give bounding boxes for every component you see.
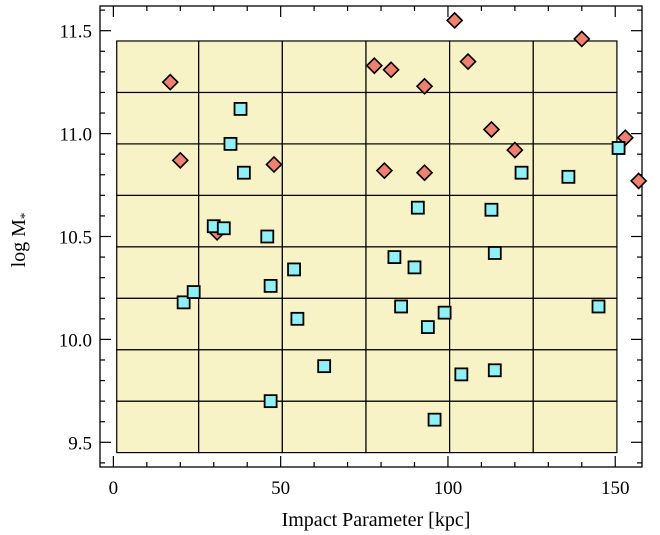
- square-marker: [591, 299, 606, 314]
- diamond-marker: [482, 120, 501, 139]
- square-marker: [514, 165, 529, 180]
- background-bins: [116, 40, 618, 454]
- diamond-marker: [375, 162, 394, 180]
- y-tick-label: 10.5: [59, 228, 92, 249]
- diamond-marker: [630, 172, 648, 190]
- square-marker: [484, 202, 499, 217]
- grid-bin: [532, 40, 618, 94]
- square-marker: [427, 412, 442, 427]
- y-axis-title-subscript: *: [17, 213, 32, 220]
- diamond-marker: [265, 155, 283, 174]
- grid-bin: [198, 400, 283, 454]
- square-marker: [437, 305, 452, 320]
- grid-bin: [532, 349, 618, 402]
- square-marker: [387, 250, 402, 264]
- y-tick-label: 10.0: [59, 330, 92, 351]
- y-axis-title-main: log M: [8, 219, 30, 268]
- x-tick-label: 150: [601, 478, 630, 499]
- grid-bin: [365, 246, 451, 299]
- grid-bin: [365, 143, 451, 196]
- x-tick-label: 100: [434, 478, 463, 499]
- grid-bin: [281, 349, 367, 402]
- grid-bin: [281, 40, 367, 94]
- grid-bin: [532, 143, 618, 196]
- square-marker: [260, 229, 275, 244]
- grid-bin: [116, 349, 200, 402]
- grid-bin: [449, 400, 534, 454]
- diamond-marker: [573, 30, 591, 48]
- square-marker: [611, 141, 626, 155]
- diamond-marker: [382, 61, 400, 79]
- grid-bin: [449, 40, 534, 94]
- square-marker: [176, 295, 191, 310]
- diamond-marker: [365, 57, 383, 75]
- y-tick-label: 11.0: [59, 125, 92, 146]
- grid-bin: [365, 91, 451, 145]
- square-marker: [420, 320, 435, 334]
- grid-bin: [116, 246, 200, 299]
- square-marker: [287, 262, 301, 277]
- square-marker: [394, 299, 409, 314]
- grid-bin: [365, 194, 451, 248]
- grid-bin: [116, 40, 200, 94]
- grid-bin: [281, 194, 367, 248]
- grid-bin: [281, 246, 367, 299]
- square-marker: [186, 285, 201, 299]
- square-marker: [317, 359, 332, 374]
- grid-bin: [116, 91, 200, 145]
- y-axis-title: log M*: [8, 213, 32, 268]
- square-marker: [263, 394, 278, 409]
- square-marker: [263, 278, 278, 293]
- grid-bin: [532, 91, 618, 145]
- grid-bin: [198, 91, 283, 145]
- square-marker: [410, 200, 425, 215]
- grid-bin: [116, 400, 200, 454]
- grid-bin: [116, 194, 200, 248]
- grid-bin: [281, 91, 367, 145]
- diamond-marker: [415, 77, 434, 95]
- grid-bin: [365, 400, 451, 454]
- grid-bin: [281, 143, 367, 196]
- y-tick-label: 9.5: [68, 433, 92, 454]
- diamond-marker: [161, 73, 179, 91]
- grid-bin: [198, 349, 283, 402]
- x-tick-label: 0: [109, 478, 119, 499]
- square-marker: [454, 367, 469, 382]
- diamond-marker: [171, 151, 189, 169]
- square-marker: [223, 136, 238, 151]
- square-marker: [487, 246, 502, 260]
- square-marker: [216, 221, 231, 236]
- y-tick-label: 11.5: [59, 22, 92, 43]
- square-marker: [487, 363, 502, 378]
- grid-bin: [532, 246, 618, 299]
- square-marker: [233, 102, 248, 116]
- grid-bin: [281, 400, 367, 454]
- grid-bin: [532, 400, 618, 454]
- grid-bin: [449, 297, 534, 351]
- square-marker: [236, 165, 251, 180]
- diamond-marker: [459, 52, 477, 71]
- square-marker: [290, 311, 305, 326]
- grid-bin: [198, 40, 283, 94]
- grid-bin: [365, 349, 451, 402]
- x-tick-label: 50: [271, 478, 290, 499]
- square-marker: [561, 169, 576, 184]
- data-points: [161, 11, 648, 427]
- grid-bin: [116, 143, 200, 196]
- grid-bin: [198, 297, 283, 351]
- diamond-marker: [415, 164, 434, 182]
- diamond-marker: [506, 141, 524, 159]
- x-axis-title: Impact Parameter [kpc]: [282, 509, 471, 531]
- diamond-marker: [446, 11, 464, 30]
- square-marker: [407, 260, 422, 275]
- grid-bin: [532, 194, 618, 248]
